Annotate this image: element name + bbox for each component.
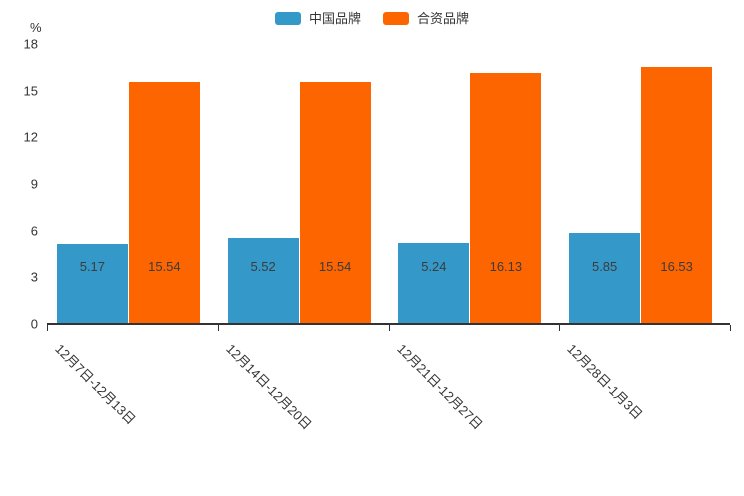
plot-area: 0 3 6 9 12 15 18 5.17 15.54 5.52 15.54 5.24 16.13 5.8… (24, 37, 730, 332)
y-axis-tick-label: 0 (30, 316, 38, 332)
bar-value-label: 5.17 (79, 259, 106, 274)
bar-china-brand[interactable]: 5.52 (227, 238, 299, 324)
y-axis-tick-label: 12 (23, 129, 38, 145)
x-axis-tick (388, 325, 390, 331)
y-axis-tick-label: 18 (23, 36, 38, 52)
legend-swatch-china-brand (274, 12, 301, 25)
chart-legend: 中国品牌 合资品牌 (0, 12, 744, 25)
legend-label-joint-venture-brand: 合资品牌 (417, 11, 470, 26)
x-axis-line (47, 323, 730, 325)
y-axis-tick-label: 6 (30, 223, 38, 239)
bar-value-label: 5.24 (421, 259, 447, 274)
bar-value-label: 16.53 (660, 259, 693, 274)
x-axis-tick (730, 325, 731, 331)
bar-value-label: 5.85 (591, 259, 618, 274)
legend-item-china-brand[interactable]: 中国品牌 (274, 11, 361, 26)
y-axis-tick-label: 15 (23, 83, 38, 99)
legend-item-joint-venture-brand[interactable]: 合资品牌 (383, 12, 469, 25)
bar-china-brand[interactable]: 5.17 (56, 243, 128, 324)
bar-china-brand[interactable]: 5.24 (398, 242, 470, 324)
x-axis-tick (559, 325, 561, 331)
bar-value-label: 16.13 (489, 259, 523, 274)
x-axis-category-label: 12月14日-12月20日 (223, 341, 315, 433)
x-axis-category-label: 12月28日-1月3日 (564, 341, 646, 423)
x-axis-tick (47, 325, 48, 331)
y-axis-tick-label: 3 (30, 269, 38, 285)
bar-value-label: 15.54 (318, 259, 352, 274)
y-axis-unit-label: % (30, 20, 42, 35)
legend-swatch-joint-venture-brand (383, 12, 409, 25)
x-axis-category-label: 12月7日-12月13日 (52, 341, 139, 428)
x-axis-tick (217, 325, 219, 331)
bar-value-label: 5.52 (250, 259, 276, 274)
bar-joint-venture-brand[interactable]: 15.54 (128, 82, 200, 324)
legend-label-china-brand: 中国品牌 (308, 11, 361, 26)
bar-joint-venture-brand[interactable]: 16.53 (641, 66, 713, 324)
x-axis-category-label: 12月21日-12月27日 (393, 341, 486, 433)
bar-joint-venture-brand[interactable]: 16.13 (470, 73, 542, 324)
bar-value-label: 15.54 (148, 259, 181, 274)
y-axis-tick-label: 9 (30, 176, 38, 192)
bar-china-brand[interactable]: 5.85 (569, 233, 641, 324)
bar-joint-venture-brand[interactable]: 15.54 (299, 82, 371, 324)
